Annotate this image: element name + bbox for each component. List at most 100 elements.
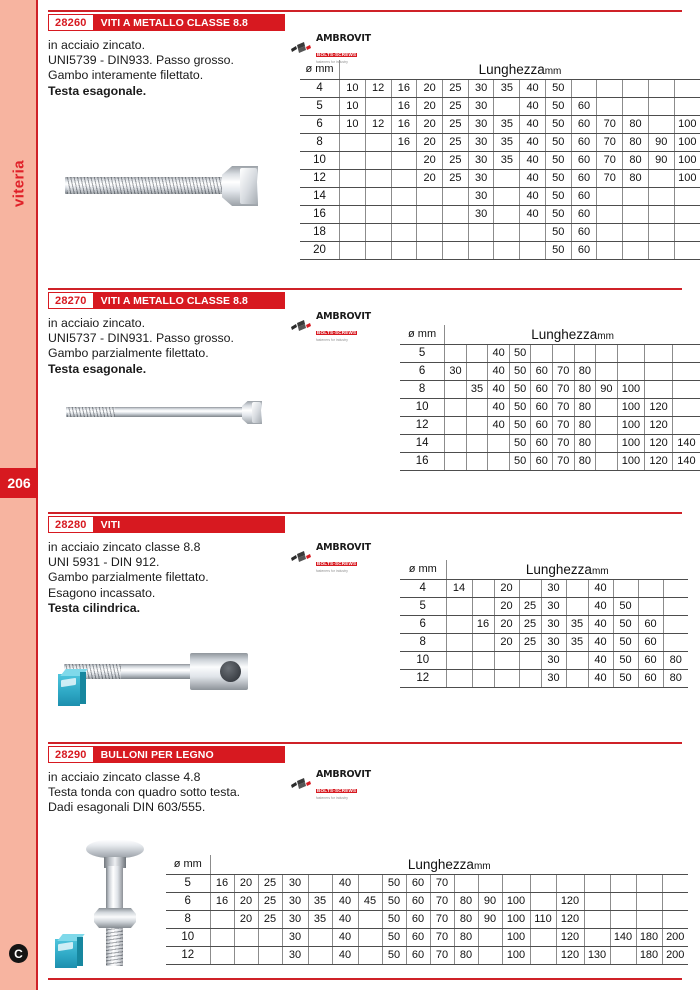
len-cell <box>445 615 472 634</box>
len-cell <box>444 434 467 453</box>
table-row: 4 14 20 30 40 <box>400 579 688 598</box>
dia-cell: 10 <box>166 928 210 947</box>
len-cell: 70 <box>551 434 575 453</box>
len-cell: 30 <box>540 597 566 616</box>
len-cell: 40 <box>331 892 358 911</box>
len-cell <box>416 187 443 206</box>
dia-cell: 6 <box>400 615 446 634</box>
len-cell <box>609 892 636 911</box>
len-cell: 90 <box>595 380 618 399</box>
len-cell: 60 <box>570 187 597 206</box>
len-cell <box>357 946 382 965</box>
len-cell <box>555 874 584 893</box>
brand-name: AMBROVIT <box>316 542 371 553</box>
len-cell <box>644 362 673 381</box>
len-cell: 16 <box>390 97 417 116</box>
table-row: 5 10 16 20 25 30 40 50 60 <box>300 97 700 116</box>
len-cell <box>595 452 618 471</box>
brand-subtitle: BOLTS-SCREWS <box>316 560 358 567</box>
len-cell: 30 <box>540 651 566 670</box>
len-cell <box>596 241 623 260</box>
len-cell <box>573 344 596 363</box>
dia-header: ø mm <box>166 855 210 875</box>
len-cell <box>339 223 366 242</box>
dia-cell: 12 <box>300 169 340 188</box>
desc-line: Dadi esagonali DIN 603/555. <box>48 800 206 815</box>
len-cell <box>357 910 382 929</box>
len-cell <box>635 892 662 911</box>
len-cell <box>339 151 366 170</box>
desc-line: in acciaio zincato. <box>48 316 146 330</box>
len-cell: 50 <box>508 362 531 381</box>
table-header-row: ø mm Lunghezzamm <box>300 60 700 80</box>
len-cell: 50 <box>544 205 572 224</box>
len-cell: 70 <box>596 151 623 170</box>
len-cell: 20 <box>493 615 519 634</box>
len-cell: 16 <box>390 115 417 134</box>
product-image-hex-bolt-fully-threaded <box>62 158 262 214</box>
len-cell: 60 <box>570 223 597 242</box>
len-cell: 60 <box>530 398 553 417</box>
len-cell: 40 <box>587 651 613 670</box>
brand-tagline: fasteners for industry <box>316 337 348 342</box>
desc-line: Gambo parzialmente filettato. <box>48 346 209 361</box>
product-description: in acciaio zincato classe 4.8 Testa tond… <box>48 770 298 816</box>
brand-text-block: AMBROVIT BOLTS-SCREWS fasteners for indu… <box>316 543 371 573</box>
len-cell: 120 <box>644 434 673 453</box>
package-box-icon <box>55 665 89 707</box>
dia-cell: 20 <box>300 241 340 260</box>
length-header: Lunghezzamm <box>209 855 688 875</box>
table-row: 10 30 40 50 60 80 <box>400 651 688 670</box>
spec-table-28260: ø mm Lunghezzamm 4 10 12 16 20 25 30 35 … <box>300 60 700 260</box>
table-row: 16 50 60 70 80 100 120 140 <box>400 452 700 471</box>
len-cell: 40 <box>519 79 546 98</box>
len-cell: 30 <box>467 187 494 206</box>
len-cell: 100 <box>501 910 530 929</box>
len-cell: 200 <box>661 928 688 947</box>
brand-logo: AMBROVIT BOLTS-SCREWS fasteners for indu… <box>291 770 371 800</box>
dia-cell: 8 <box>400 633 446 652</box>
len-cell <box>416 223 443 242</box>
len-cell <box>647 169 675 188</box>
len-cell: 70 <box>429 910 454 929</box>
len-cell: 70 <box>551 416 575 435</box>
table-row: 12 30 40 50 60 80 <box>400 669 688 688</box>
len-cell <box>622 205 649 224</box>
len-cell: 60 <box>637 669 663 688</box>
dia-cell: 16 <box>300 205 340 224</box>
dia-cell: 6 <box>300 115 340 134</box>
len-cell <box>465 416 488 435</box>
dia-cell: 14 <box>300 187 340 206</box>
len-cell: 120 <box>555 946 584 965</box>
len-cell <box>307 946 332 965</box>
dia-cell: 4 <box>400 579 446 598</box>
desc-line: in acciaio zincato classe 4.8 <box>48 770 201 784</box>
len-cell: 130 <box>583 946 610 965</box>
section-divider <box>48 10 682 12</box>
len-cell <box>339 205 366 224</box>
len-cell: 70 <box>596 133 623 152</box>
product-code: 28290 <box>49 747 93 762</box>
len-cell <box>487 452 510 471</box>
len-cell: 50 <box>544 133 572 152</box>
len-cell <box>529 928 556 947</box>
section-divider <box>48 288 682 290</box>
spec-table-28290: ø mm Lunghezzamm 5 16 20 25 30 40 50 60 … <box>166 855 688 965</box>
len-cell: 60 <box>570 169 597 188</box>
len-cell <box>364 241 392 260</box>
len-cell <box>529 892 556 911</box>
len-cell: 70 <box>596 115 623 134</box>
len-cell: 70 <box>429 874 454 893</box>
len-cell: 60 <box>530 416 553 435</box>
len-cell <box>565 651 588 670</box>
len-cell: 16 <box>471 615 494 634</box>
len-cell <box>493 205 520 224</box>
len-cell: 80 <box>662 651 688 670</box>
len-cell <box>416 241 443 260</box>
len-cell <box>612 579 638 598</box>
section-divider <box>48 742 682 744</box>
dia-cell: 8 <box>300 133 340 152</box>
len-cell <box>622 187 649 206</box>
len-cell <box>662 615 688 634</box>
len-cell <box>209 946 234 965</box>
